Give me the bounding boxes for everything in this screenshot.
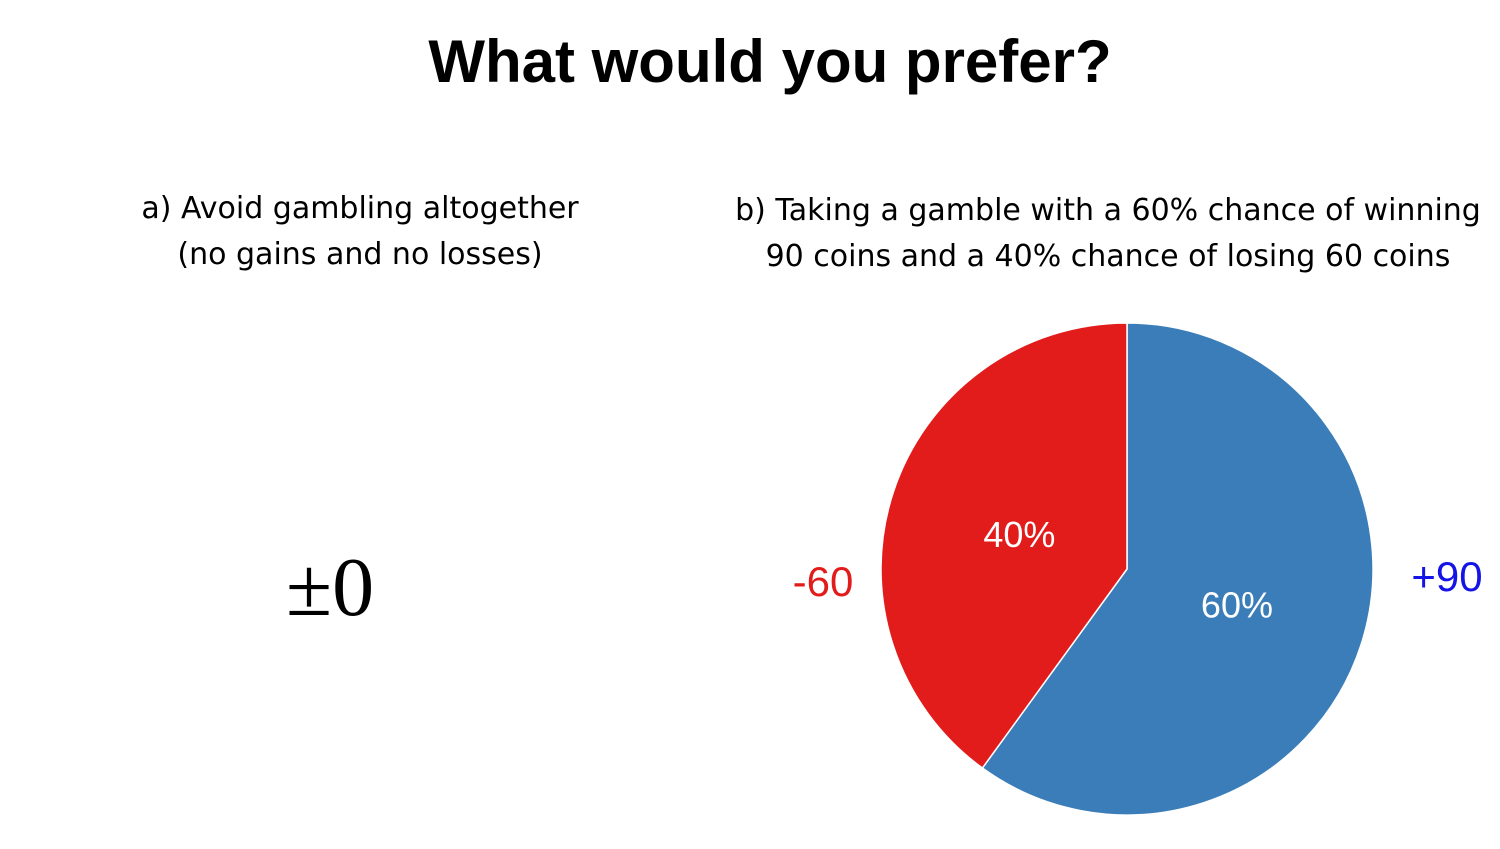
option-a-description: a) Avoid gambling altogether (no gains a… [110,186,610,278]
option-a-line-1: a) Avoid gambling altogether [141,191,579,226]
option-a-value: ±0 [286,541,375,634]
option-b-line-2: 90 coins and a 40% chance of losing 60 c… [765,239,1451,274]
pie-slice-40 [880,322,1128,770]
pie-slice-label-40: 40% [983,514,1055,555]
slide-title: What would you prefer? [428,28,1112,95]
option-a-line-2: (no gains and no losses) [177,237,543,272]
pie-slice-60 [981,322,1374,816]
outcome-label-loss: -60 [793,558,854,605]
outcome-label-win: +90 [1411,553,1482,600]
option-b-line-1: b) Taking a gamble with a 60% chance of … [735,193,1481,228]
option-b-description: b) Taking a gamble with a 60% chance of … [700,188,1500,280]
pie-slice-label-60: 60% [1201,585,1273,626]
